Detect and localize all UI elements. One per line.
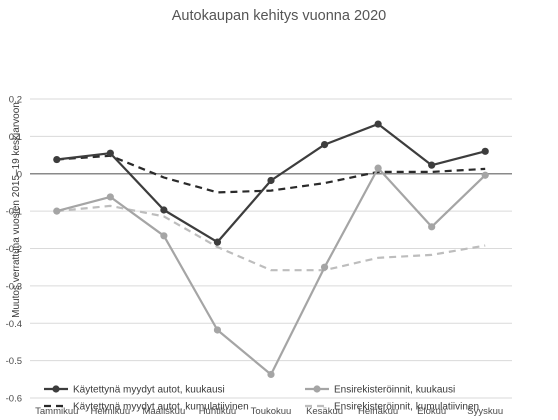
x-tick-label: Maaliskuu bbox=[142, 406, 185, 417]
x-tick-label: Toukokuu bbox=[251, 406, 292, 417]
data-point bbox=[106, 193, 114, 201]
data-point bbox=[160, 232, 168, 240]
chart-title: Autokaupan kehitys vuonna 2020 bbox=[172, 8, 386, 24]
data-point bbox=[374, 164, 382, 172]
series-3 bbox=[56, 154, 486, 194]
legend-marker bbox=[313, 385, 321, 393]
data-point bbox=[213, 238, 222, 246]
y-axis-label: Muutos verrattuna vuosien 2015–19 keskia… bbox=[11, 102, 22, 318]
x-tick-label: Helmikuu bbox=[91, 406, 131, 417]
data-point bbox=[481, 147, 489, 155]
data-point bbox=[320, 140, 329, 149]
y-tick-label: -0.4 bbox=[6, 319, 22, 330]
data-point bbox=[53, 155, 61, 164]
legend-label: Käytettynä myydyt autot, kumulatiivinen bbox=[73, 402, 249, 413]
y-tick-label: -0.2 bbox=[6, 244, 22, 255]
data-point bbox=[106, 149, 114, 157]
series-line bbox=[56, 204, 486, 272]
data-point bbox=[481, 171, 489, 179]
series-group bbox=[53, 120, 489, 379]
y-tick-label: -0.1 bbox=[6, 207, 22, 218]
y-axis-ticks: 0.2 0.1 0 -0.1 -0.2 -0.3 -0.4 -0.5 -0.6 bbox=[6, 95, 22, 405]
legend-label: Ensirekisteröinnit, kumulatiivinen bbox=[334, 402, 479, 413]
data-point bbox=[320, 263, 329, 271]
x-tick-label: Tammikuu bbox=[35, 406, 78, 417]
legend-item: Käytettynä myydyt autot, kumulatiivinen bbox=[44, 402, 249, 413]
legend: Käytettynä myydyt autot, kuukausi Ensirek… bbox=[44, 385, 479, 413]
series-2 bbox=[53, 164, 489, 379]
gridlines bbox=[30, 98, 512, 399]
legend-label: Ensirekisteröinnit, kuukausi bbox=[334, 385, 455, 396]
data-point bbox=[213, 326, 222, 334]
x-tick-label: Huhtikuu bbox=[199, 406, 237, 417]
data-point bbox=[160, 206, 168, 214]
y-tick-label: 0.1 bbox=[9, 132, 22, 143]
legend-label: Käytettynä myydyt autot, kuukausi bbox=[73, 385, 225, 396]
y-tick-label: -0.3 bbox=[6, 281, 22, 292]
legend-item: Käytettynä myydyt autot, kuukausi bbox=[44, 385, 225, 396]
data-point bbox=[267, 176, 275, 185]
data-point bbox=[428, 223, 436, 231]
data-point bbox=[267, 370, 275, 379]
y-tick-label: 0 bbox=[17, 169, 22, 180]
series-4 bbox=[56, 204, 486, 272]
y-tick-label: -0.5 bbox=[6, 356, 22, 367]
legend-item: Ensirekisteröinnit, kumulatiivinen bbox=[305, 402, 479, 413]
legend-item: Ensirekisteröinnit, kuukausi bbox=[305, 385, 455, 396]
series-1 bbox=[53, 120, 489, 246]
x-tick-label: Syyskuu bbox=[467, 406, 503, 417]
y-tick-label: 0.2 bbox=[9, 95, 22, 106]
legend-marker bbox=[52, 385, 60, 393]
x-tick-label: Kesäkuu bbox=[306, 406, 343, 417]
y-tick-label: -0.6 bbox=[6, 394, 22, 405]
x-axis-ticks: Tammikuu Helmikuu Maaliskuu Huhtikuu Toukoku… bbox=[35, 406, 503, 417]
x-tick-label: Elokuu bbox=[417, 406, 446, 417]
data-point bbox=[374, 120, 382, 128]
series-line bbox=[56, 154, 486, 194]
data-point bbox=[428, 161, 436, 169]
data-point bbox=[53, 207, 61, 215]
x-tick-label: Heinäkuu bbox=[358, 406, 398, 417]
